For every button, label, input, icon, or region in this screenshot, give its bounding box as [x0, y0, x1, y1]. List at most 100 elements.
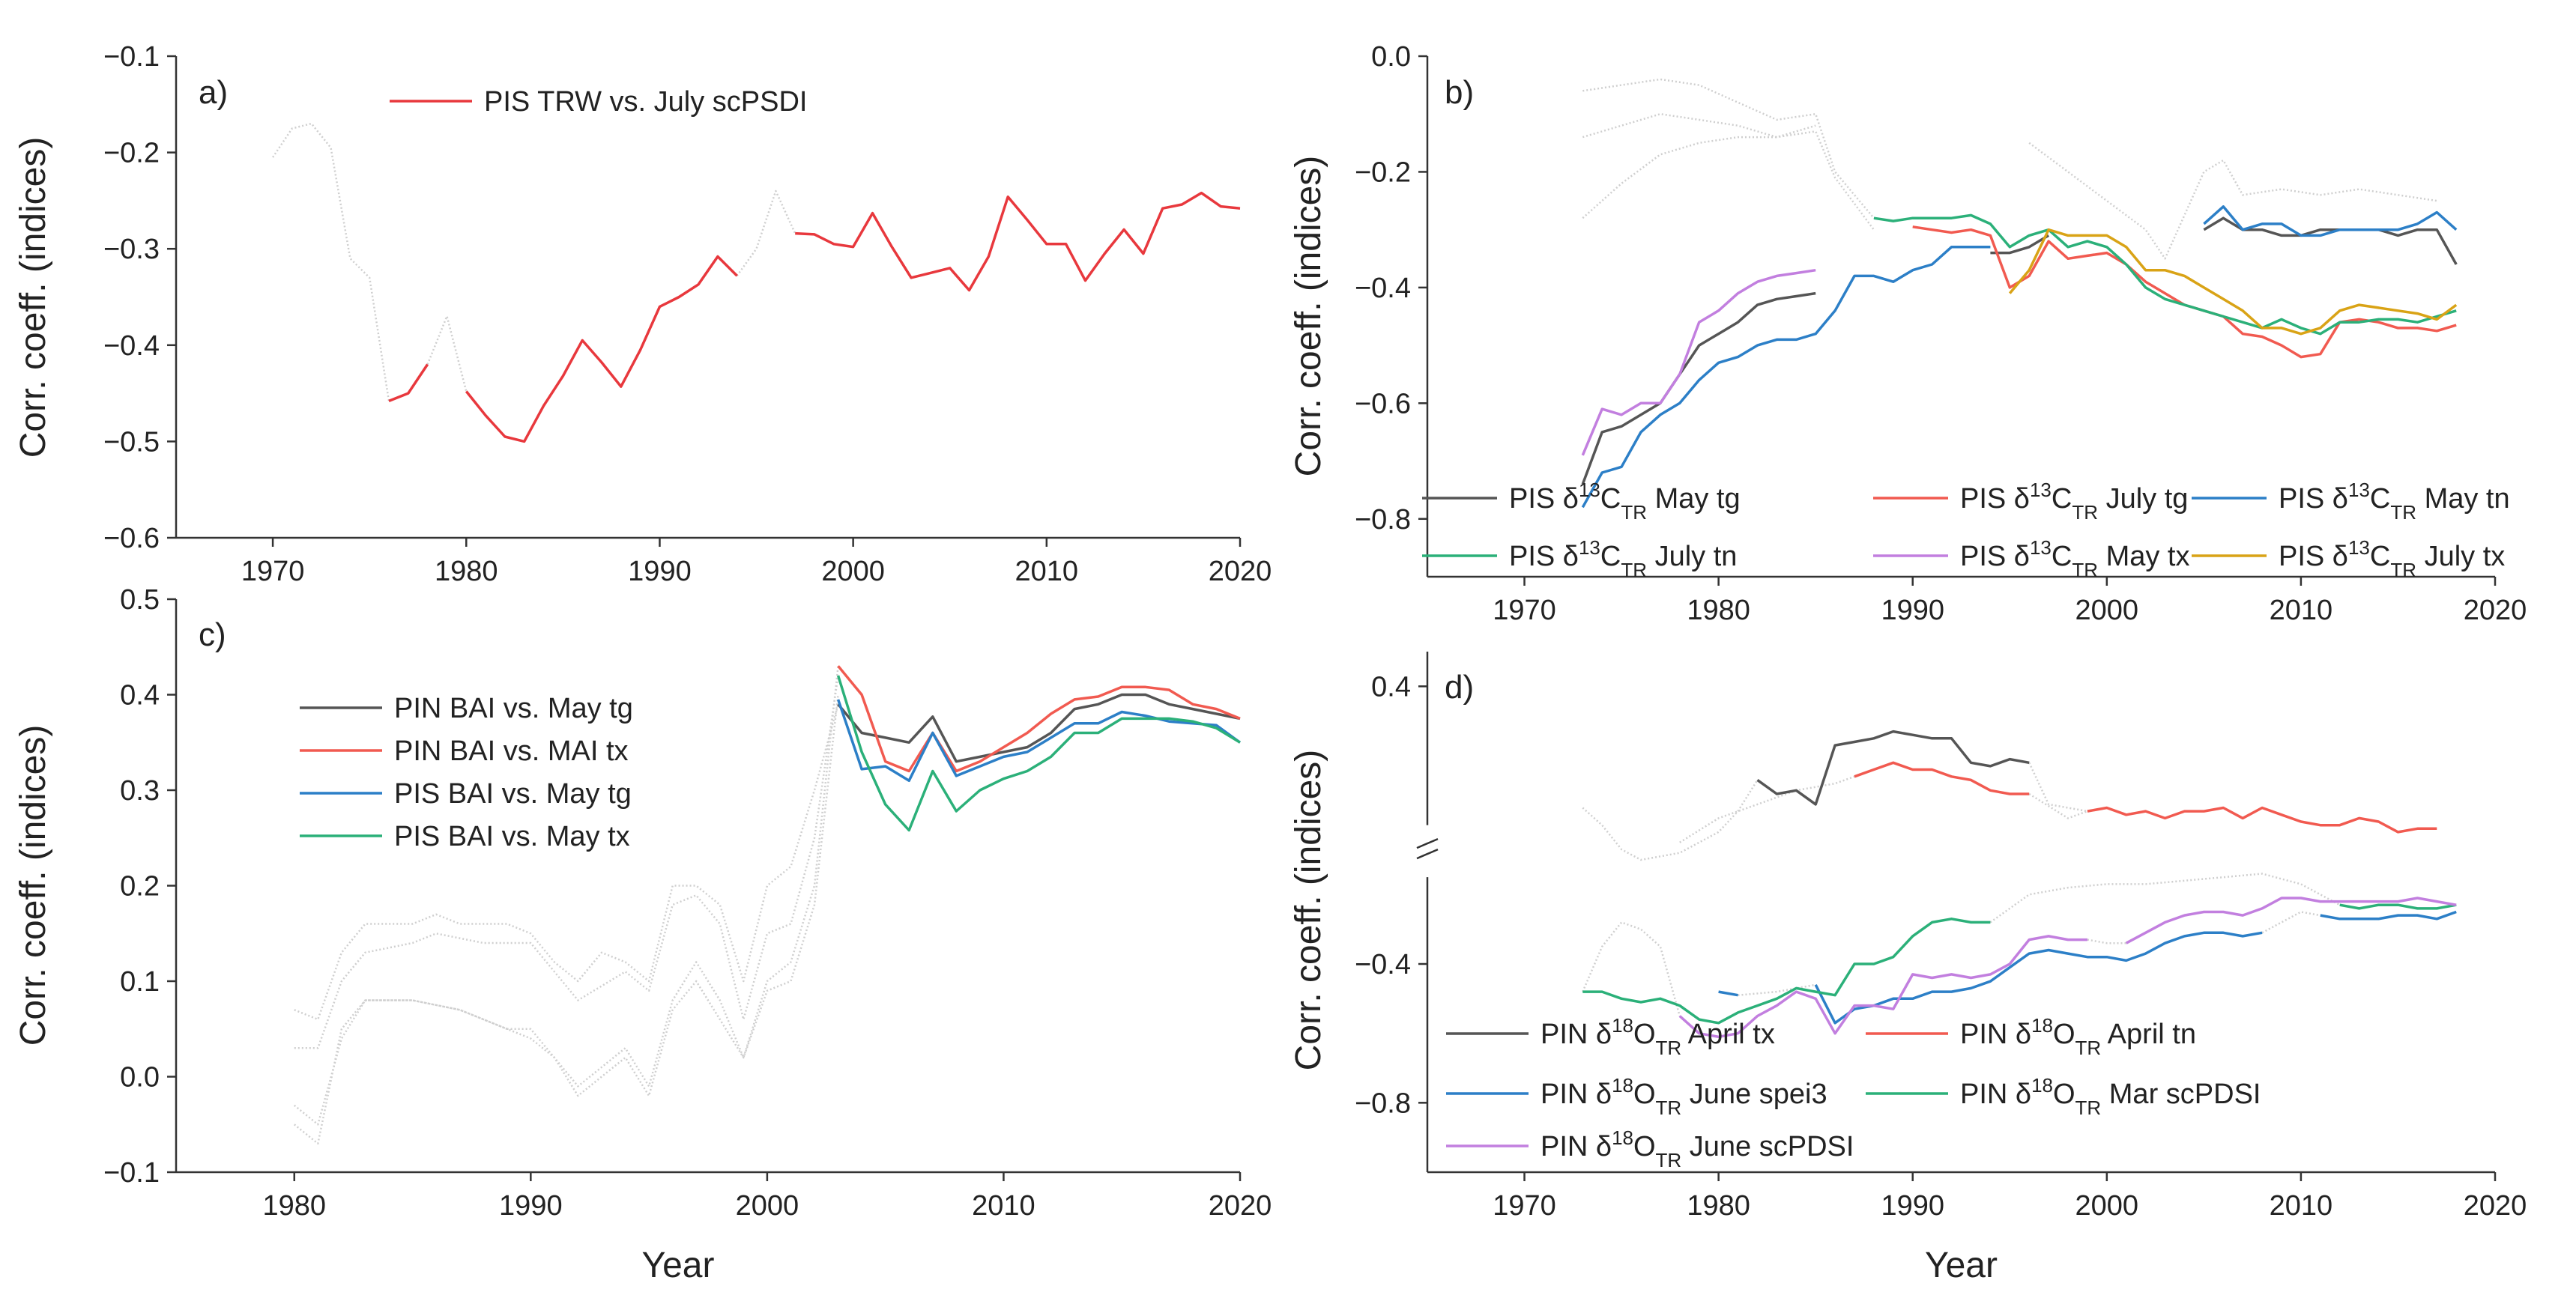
x-tick-label: 2010 — [972, 1190, 1035, 1222]
y-tick-label: 0.2 — [120, 871, 160, 903]
series-line-non-significant — [1582, 921, 1681, 1016]
legend-label-part: O — [2053, 1019, 2075, 1050]
legend-label-part: PIN δ — [1960, 1079, 2031, 1110]
series-line-pin-o-tr-april-tn — [2087, 806, 2437, 834]
series-line-pis-bai-vs-may-tg — [836, 699, 1242, 783]
legend-label-part: PIS δ — [2279, 541, 2348, 572]
legend-label-part: TR — [2072, 559, 2098, 581]
legend-label-part: PIS δ — [1509, 483, 1579, 515]
x-tick-label: 1970 — [241, 556, 305, 587]
panel-b: −0.8 −0.6 −0.4 −0.2 0.0 1970 1980 1990 2000 2010 2… — [1289, 41, 2527, 626]
legend-label-part: C — [2052, 483, 2072, 515]
y-tick-label: −0.3 — [103, 234, 160, 265]
legend-label-part: C — [2052, 541, 2072, 572]
legend-label-part: TR — [1656, 1149, 1682, 1171]
legend-label-part: 13 — [2030, 479, 2052, 501]
legend-label-part: TR — [2075, 1097, 2102, 1119]
series-line-pis-c-tr-july-tn — [1873, 213, 2457, 336]
y-axis-label: Corr. coeff. (indices) — [1289, 156, 1328, 477]
legend-label-part: C — [1600, 483, 1621, 515]
legend-label-part: April tn — [2101, 1019, 2196, 1050]
legend-label-part: 18 — [1612, 1014, 1633, 1037]
legend-entry-label: PIS δ13CTR July tx — [2279, 536, 2505, 581]
series-line-non-significant — [272, 122, 390, 401]
x-tick-label: 1990 — [1881, 595, 1944, 626]
x-tick-label: 2000 — [736, 1190, 799, 1222]
series-line-pin-bai-vs-mai-tx — [837, 665, 1241, 773]
series-line-non-significant — [736, 189, 796, 276]
legend: PIN δ18OTR April tx PIN δ18OTR April tnPI… — [1446, 1014, 2261, 1171]
legend-label-part: PIN δ — [1541, 1019, 1612, 1050]
y-tick-label: −0.2 — [1355, 157, 1411, 188]
x-tick-label: 2020 — [2464, 595, 2527, 626]
panel-c: −0.1 0.0 0.1 0.2 0.3 0.4 0.5 1980 1990 2000 2010 20… — [13, 584, 1272, 1285]
legend-label-part: 18 — [1612, 1126, 1633, 1149]
series-line-pis-trw-vs-july-scpsdi — [795, 191, 1241, 292]
series-line-pis-trw-vs-july-scpsdi — [465, 255, 738, 443]
series-line-pis-c-tr-july-tx — [2008, 228, 2458, 336]
legend-label-part: 13 — [2348, 536, 2370, 559]
x-tick-label: 1970 — [1493, 1190, 1556, 1222]
x-axis-label: Year — [642, 1246, 715, 1285]
y-tick-label: −0.4 — [1355, 273, 1411, 304]
legend-label-part: TR — [1621, 559, 1647, 581]
x-tick-label: 2010 — [1015, 556, 1079, 587]
legend-entry-label: PIN δ18OTR June spei3 — [1541, 1074, 1827, 1119]
x-tick-label: 2010 — [2270, 595, 2333, 626]
y-axis-label: Corr. coeff. (indices) — [1289, 750, 1328, 1071]
legend-label-part: PIN δ — [1541, 1079, 1612, 1110]
axis-break-mark — [1416, 837, 1439, 849]
legend-label-part: C — [1600, 541, 1621, 572]
series-line-non-significant — [2087, 938, 2126, 944]
legend-entry-label: PIN δ18OTR April tx — [1541, 1014, 1775, 1059]
legend-label-part: O — [1633, 1019, 1656, 1050]
legend-label-part: June scPDSI — [1681, 1131, 1854, 1162]
series-line-non-significant — [294, 675, 839, 1049]
series-line-non-significant — [294, 666, 839, 1126]
legend: PIS TRW vs. July scPSDI — [390, 86, 807, 118]
series-line-non-significant — [1582, 112, 1875, 231]
legend-label-part: O — [1633, 1079, 1656, 1110]
series-line-pin-o-tr-june-scpdsi — [1678, 935, 2087, 1039]
y-tick-label: −0.4 — [103, 330, 160, 362]
legend-entry-label: PIS δ13CTR May tg — [1509, 479, 1741, 524]
series-line-non-significant — [1582, 779, 1759, 861]
x-tick-label: 2010 — [2270, 1190, 2333, 1222]
legend-label-part: PIN δ — [1541, 1131, 1612, 1162]
legend-label-part: PIS δ — [2279, 483, 2348, 515]
legend-label-part: TR — [2075, 1037, 2102, 1059]
panel-d: −0.8 −0.4 0.4 1970 1980 1990 2000 2010 2020 d) Cor… — [1289, 652, 2527, 1285]
series-line-pis-c-tr-may-tn — [1581, 246, 1991, 509]
series-line-pin-o-tr-june-spei3 — [1718, 990, 1738, 997]
legend-label-part: TR — [2390, 559, 2416, 581]
series-line-pin-o-tr-june-spei3 — [1814, 931, 2263, 1025]
legend-entry-label: PIS BAI vs. May tg — [394, 778, 632, 810]
legend-label-part: May tn — [2416, 483, 2510, 515]
legend-entry-label: PIS δ13CTR May tn — [2279, 479, 2510, 524]
series-line-non-significant — [2261, 911, 2321, 934]
x-tick-label: 1990 — [499, 1190, 563, 1222]
legend-label-part: O — [1633, 1131, 1656, 1162]
y-tick-label: 0.0 — [120, 1062, 160, 1094]
legend: PIS δ13CTR May tg PIS δ13CTR July tg PIS δ… — [1422, 479, 2510, 581]
series-line-pis-c-tr-may-tn — [2203, 205, 2458, 237]
legend-label-part: TR — [1656, 1097, 1682, 1119]
legend-label-part: 13 — [2030, 536, 2052, 559]
x-tick-label: 1980 — [435, 556, 498, 587]
x-tick-label: 2000 — [821, 556, 885, 587]
panel-label: c) — [199, 616, 226, 653]
legend-entry-label: PIN δ18OTR Mar scPDSI — [1960, 1074, 2261, 1119]
series-line-non-significant — [294, 703, 839, 1021]
legend-entry-label: PIS δ13CTR July tg — [1960, 479, 2188, 524]
legend-label-part: PIN δ — [1960, 1019, 2031, 1050]
x-tick-label: 1990 — [628, 556, 692, 587]
y-tick-label: −0.6 — [1355, 388, 1411, 419]
y-tick-label: 0.4 — [1371, 671, 1411, 703]
series-line-pin-o-tr-april-tn — [1854, 761, 2030, 795]
series-line-pin-o-tr-mar-scpdsi — [2339, 903, 2457, 910]
legend-label-part: TR — [2072, 501, 2098, 524]
y-tick-label: 0.1 — [120, 966, 160, 998]
legend-label-part: 13 — [1579, 479, 1600, 501]
legend-label-part: TR — [1656, 1037, 1682, 1059]
